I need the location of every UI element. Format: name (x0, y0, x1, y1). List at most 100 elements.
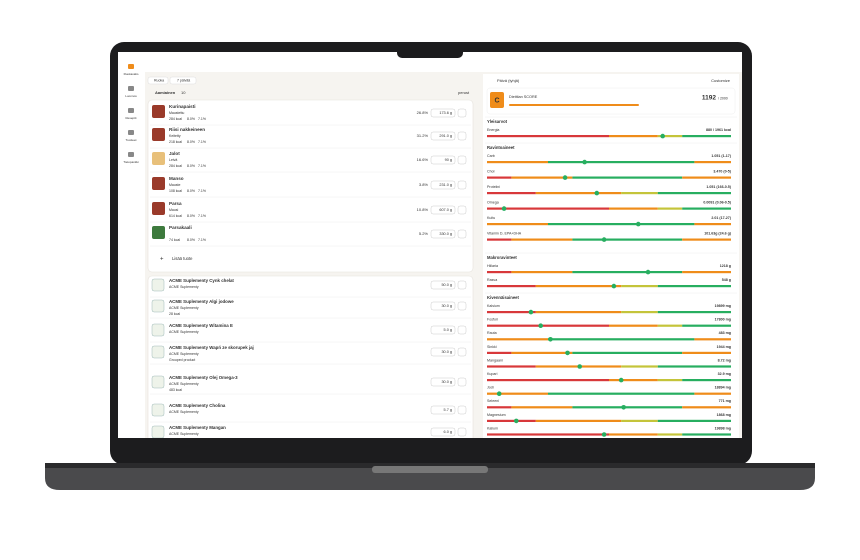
food-amount[interactable]: 291.0 g (439, 134, 452, 138)
amount-box (430, 405, 456, 415)
range-segment (657, 324, 683, 327)
range-segment (694, 223, 731, 226)
range-segment (572, 176, 683, 179)
nav-item[interactable]: Luonnos (125, 94, 137, 98)
level-marker (645, 269, 651, 275)
menu-btn[interactable] (457, 347, 467, 357)
add-product[interactable]: Lisää tuote (172, 256, 193, 261)
range-segment (694, 338, 731, 341)
range-segment (694, 392, 731, 395)
menu-btn[interactable] (457, 427, 467, 437)
nutrient-name: Jodi (487, 386, 494, 390)
range-segment (535, 311, 622, 314)
nav-item[interactable]: Tietopankki (123, 160, 139, 164)
food-protein: 8.0% (187, 117, 195, 121)
menu-btn[interactable] (457, 180, 467, 190)
menu-btn[interactable] (457, 405, 467, 415)
level-marker (496, 391, 502, 397)
food-kcal: 284 kcal (169, 164, 182, 168)
nutrient-value: 17800 mg (715, 318, 731, 322)
menu-btn[interactable] (457, 325, 467, 335)
nav-item[interactable]: Ruokavalio (124, 72, 139, 76)
range-segment (487, 271, 512, 274)
range-segment (682, 351, 731, 354)
toolbar-food[interactable]: Ruoka (154, 79, 164, 83)
section-title: Kivennäisaineet (487, 295, 519, 300)
meal-action[interactable]: perust (458, 90, 470, 95)
level-marker (513, 418, 519, 424)
supp-amount[interactable]: 5.7 g (444, 408, 452, 412)
supp-logo (151, 345, 165, 359)
range-segment (487, 433, 609, 436)
nav-icon (128, 152, 134, 157)
menu-btn[interactable] (457, 108, 467, 118)
customize[interactable]: Customize (711, 78, 731, 83)
level-marker (660, 133, 665, 139)
nutrient-name: Fosfori (487, 318, 498, 322)
supp-brand: ACME Suplementy (169, 352, 199, 356)
menu-btn[interactable] (457, 377, 467, 387)
nutrient-name: Energia (487, 128, 499, 132)
supp-note: 483 kcal (169, 388, 182, 392)
nutrient-value: 8.72 mg (718, 358, 731, 362)
range-segment (548, 161, 695, 164)
range-segment (487, 207, 609, 210)
nutrient-name: Magnesium (487, 413, 506, 417)
level-marker (594, 190, 600, 196)
range-segment (487, 311, 536, 314)
menu-btn[interactable] (457, 205, 467, 215)
range-segment (487, 351, 512, 354)
amount-box (430, 280, 456, 290)
range-segment (572, 406, 683, 409)
food-amount[interactable]: 231.0 g (439, 183, 452, 187)
level-marker (565, 350, 570, 356)
food-amount[interactable]: 330.0 g (439, 232, 452, 236)
nutrient-name: Carb (487, 154, 495, 158)
menu-btn[interactable] (457, 301, 467, 311)
toolbar-period[interactable]: 7 päivää (177, 79, 190, 83)
nutrient-name: Rasva (487, 278, 497, 282)
range-segment (487, 285, 536, 288)
range-segment (487, 324, 609, 327)
nav-item[interactable]: Tuotteet (126, 138, 137, 142)
food-protein: 8.0% (187, 164, 195, 168)
menu-btn[interactable] (457, 229, 467, 239)
range-segment (487, 192, 536, 195)
amount-box (430, 155, 456, 165)
amount-box (430, 229, 456, 239)
supp-brand: ACME Suplementy (169, 330, 199, 334)
amount-box (430, 180, 456, 190)
menu-btn[interactable] (457, 131, 467, 141)
nutrient-value: 0.0091 (0.06-0.5) (703, 200, 731, 204)
menu-btn[interactable] (457, 280, 467, 290)
food-amount[interactable]: 173.6 g (439, 111, 452, 115)
food-amount[interactable]: 607.0 g (439, 208, 452, 212)
supp-note: 28 kcal (169, 312, 180, 316)
food-amount[interactable]: 90 g (445, 158, 452, 162)
range-segment (682, 324, 731, 327)
range-segment (657, 365, 731, 368)
food-share: 10.8% (417, 207, 429, 212)
score-value: 1192 (702, 95, 716, 102)
supp-amount[interactable]: 30.0 g (441, 350, 452, 354)
range-segment (657, 285, 731, 288)
amount-box (430, 108, 456, 118)
range-segment (548, 338, 695, 341)
score-max: / 2000 (718, 96, 728, 100)
nutrient-name: Seleeni (487, 399, 499, 403)
notch (397, 44, 463, 58)
supp-amount[interactable]: 6.0 g (444, 430, 452, 434)
range-segment (572, 351, 683, 354)
supp-amount[interactable]: 5.0 g (444, 328, 452, 332)
supp-amount[interactable]: 30.0 g (441, 304, 452, 308)
nutrient-value: 548 g (722, 278, 731, 282)
nav-item[interactable]: Reseptit (125, 116, 136, 120)
menu-btn[interactable] (457, 155, 467, 165)
range-segment (511, 176, 573, 179)
range-segment (609, 379, 658, 382)
supp-amount[interactable]: 30.0 g (441, 380, 452, 384)
range-segment (682, 406, 731, 409)
food-fat: 7.1% (198, 189, 206, 193)
range-segment (657, 311, 731, 314)
supp-amount[interactable]: 50.0 g (441, 283, 452, 287)
